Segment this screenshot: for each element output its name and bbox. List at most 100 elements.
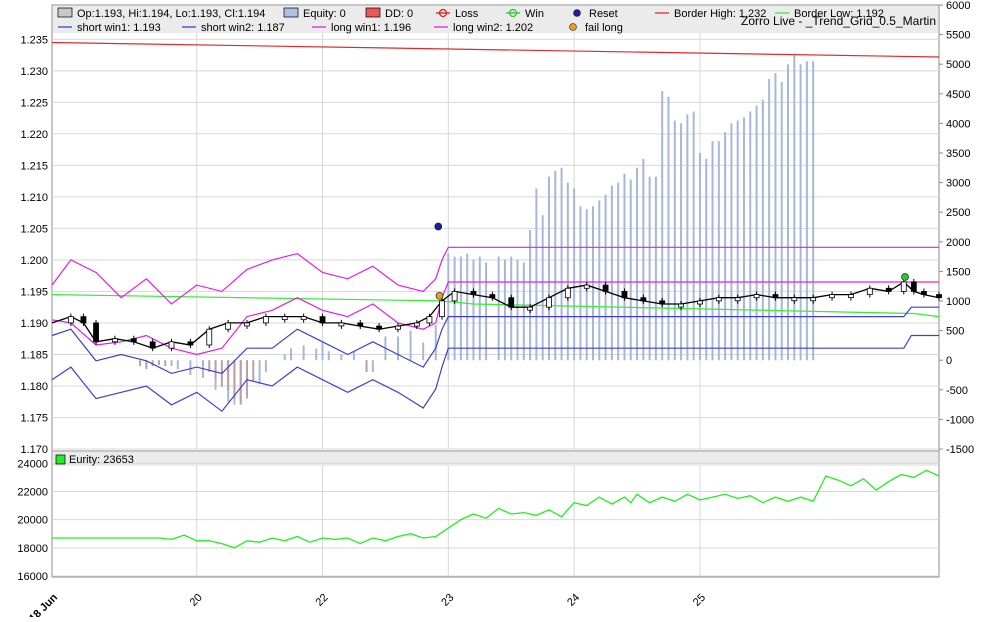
y-right-tick-label: 4000 bbox=[946, 118, 970, 130]
candle-body bbox=[791, 297, 798, 302]
legend-label: long win2: 1.202 bbox=[453, 22, 533, 34]
equity-y-tick-label: 20000 bbox=[17, 515, 48, 527]
candle-body bbox=[734, 297, 741, 302]
price-candles bbox=[51, 278, 942, 352]
legend-item: short win2: 1.187 bbox=[182, 22, 285, 34]
y-left-tick-label: 1.185 bbox=[20, 349, 48, 361]
candle-body bbox=[678, 303, 684, 308]
candle-body bbox=[470, 291, 477, 295]
candle-body bbox=[281, 316, 288, 321]
candle-body bbox=[659, 300, 666, 305]
reset-marker bbox=[434, 222, 443, 231]
candle-body bbox=[413, 322, 420, 327]
candle-body bbox=[130, 338, 137, 343]
equity-legend-band bbox=[53, 452, 938, 466]
candle-body bbox=[168, 341, 175, 349]
x-tick-label: 18 Jun bbox=[27, 591, 60, 617]
x-tick-label: 25 bbox=[691, 592, 708, 609]
y-left-tick-label: 1.200 bbox=[20, 255, 48, 267]
candle-body bbox=[80, 316, 87, 324]
candle-body bbox=[93, 322, 99, 343]
candle-body bbox=[244, 322, 250, 327]
candle-body bbox=[67, 316, 74, 324]
chart-title: Zorro Live - _Trend_Grid_0.5_Martin bbox=[741, 14, 936, 28]
equity-y-tick-label: 18000 bbox=[17, 543, 48, 555]
y-left-tick-label: 1.170 bbox=[20, 444, 48, 456]
y-left-tick-label: 1.215 bbox=[20, 160, 48, 172]
y-right-tick-label: -1000 bbox=[946, 414, 974, 426]
legend-label: Equity: 0 bbox=[303, 8, 346, 20]
candle-body bbox=[848, 294, 854, 298]
x-tick-label: 20 bbox=[188, 592, 205, 609]
legend-item: Equity: 0 bbox=[283, 7, 346, 20]
y-right-tick-label: 1500 bbox=[946, 266, 970, 278]
candle-body bbox=[451, 291, 458, 302]
y-left-tick-label: 1.190 bbox=[20, 318, 48, 330]
legend-item: Op:1.193, Hi:1.194, Lo:1.193, Cl:1.194 bbox=[57, 7, 265, 20]
x-tick-label: 23 bbox=[439, 592, 456, 609]
candle-body bbox=[300, 316, 307, 321]
legend-item: Border High: 1.232 bbox=[655, 8, 766, 20]
y-left-tick-label: 1.225 bbox=[20, 97, 48, 109]
candle-body bbox=[112, 338, 118, 343]
legend-label: long win1: 1.196 bbox=[331, 22, 411, 34]
candle-body bbox=[829, 294, 835, 299]
y-right-tick-label: 0 bbox=[946, 355, 952, 367]
candle-body bbox=[621, 291, 628, 299]
candle-body bbox=[921, 291, 927, 295]
candle-body bbox=[149, 341, 156, 349]
candle-body bbox=[439, 300, 445, 318]
candle-body bbox=[810, 297, 817, 302]
legend-swatch bbox=[57, 7, 73, 18]
y-right-tick-label: 5000 bbox=[946, 59, 970, 71]
x-tick-label: 22 bbox=[313, 592, 330, 609]
legend-item: Border Low: 1.192 bbox=[775, 8, 884, 20]
y-right-tick-label: 6000 bbox=[946, 0, 970, 12]
legend-dot bbox=[573, 9, 581, 17]
legend-item: Win bbox=[506, 8, 544, 20]
y-left-tick-label: 1.210 bbox=[20, 192, 48, 204]
candle-body bbox=[225, 322, 232, 330]
marker-layer bbox=[434, 222, 909, 300]
equity-bar-layer bbox=[139, 55, 815, 405]
win-marker bbox=[901, 273, 909, 281]
eurity-legend-swatch bbox=[55, 454, 66, 465]
candle-body bbox=[866, 287, 873, 295]
candle-body bbox=[395, 325, 401, 330]
equity-y-tick-label: 24000 bbox=[17, 458, 48, 470]
grid-layer bbox=[52, 33, 939, 577]
y-right-tick-label: 2000 bbox=[946, 237, 970, 249]
y-right-tick-label: 1000 bbox=[946, 296, 970, 308]
legend-item: short win1: 1.193 bbox=[58, 22, 161, 34]
y-left-tick-label: 1.175 bbox=[20, 412, 48, 424]
y-left-tick-label: 1.205 bbox=[20, 223, 48, 235]
series-short-win2-1-187 bbox=[51, 334, 939, 413]
legend-item: long win2: 1.202 bbox=[434, 22, 533, 34]
candle-body bbox=[527, 306, 533, 311]
y-right-tick-label: 2500 bbox=[946, 207, 970, 219]
y-right-tick-label: 3500 bbox=[946, 148, 970, 160]
y-right-tick-label: 5500 bbox=[946, 30, 970, 42]
legend-label: Border Low: 1.192 bbox=[794, 8, 884, 20]
series-eurity bbox=[52, 469, 940, 549]
y-right-tick-label: 4500 bbox=[946, 89, 970, 101]
equity-y-tick-label: 16000 bbox=[17, 571, 48, 583]
legend-item: Reset bbox=[573, 8, 618, 20]
x-tick-label: 24 bbox=[565, 592, 582, 609]
series-border-low-1-192 bbox=[51, 294, 940, 318]
legend-dot bbox=[508, 8, 518, 18]
eurity-legend-label: Eurity: 23653 bbox=[69, 454, 134, 466]
candle-body bbox=[772, 294, 779, 299]
candle-body bbox=[715, 297, 722, 302]
legend-swatch bbox=[365, 7, 381, 18]
candle-body bbox=[489, 294, 496, 299]
legend-label: Win bbox=[525, 8, 544, 20]
y-right-tick-label: -500 bbox=[946, 385, 968, 397]
y-left-tick-label: 1.180 bbox=[20, 381, 48, 393]
series-long-win2-1-202 bbox=[51, 246, 939, 305]
y-right-tick-label: 500 bbox=[946, 326, 964, 338]
candle-body bbox=[319, 316, 326, 324]
legend-dot bbox=[438, 8, 448, 18]
legend-label: DD: 0 bbox=[385, 8, 413, 20]
